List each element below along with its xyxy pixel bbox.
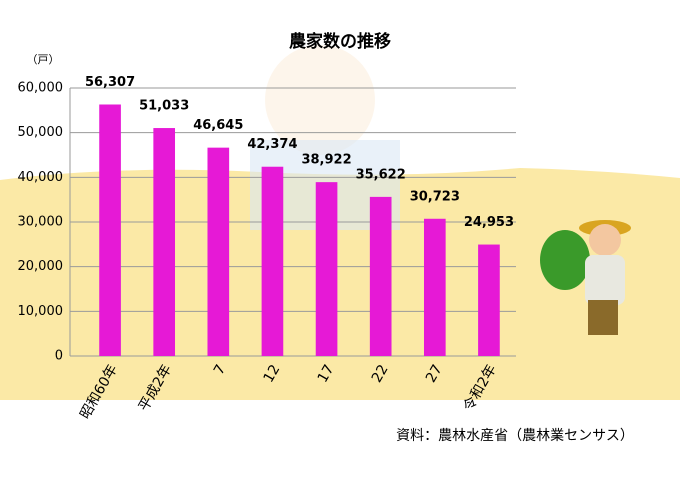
value-label: 30,723 — [410, 189, 460, 204]
y-tick-label: 0 — [55, 349, 63, 364]
bar — [478, 244, 500, 356]
x-tick-label: 17 — [315, 362, 338, 385]
value-label: 42,374 — [247, 137, 297, 152]
value-label: 24,953 — [464, 215, 514, 230]
bar — [99, 104, 121, 357]
value-label: 35,622 — [356, 167, 406, 182]
y-tick-label: 20,000 — [18, 259, 64, 274]
bar — [153, 128, 176, 356]
bar — [315, 182, 338, 356]
x-tick-label: 27 — [423, 362, 446, 385]
value-label: 46,645 — [193, 118, 243, 133]
bar — [369, 196, 392, 356]
bar — [423, 218, 446, 356]
y-tick-label: 60,000 — [18, 81, 64, 96]
y-tick-label: 40,000 — [18, 170, 64, 185]
chart-title: 農家数の推移 — [289, 31, 391, 52]
value-label: 38,922 — [301, 153, 351, 168]
bar — [261, 166, 284, 356]
y-tick-label: 10,000 — [18, 304, 64, 319]
scarecrow-head — [265, 45, 375, 155]
x-tick-label: 12 — [261, 362, 284, 385]
farmer — [540, 220, 631, 335]
y-tick-label: 50,000 — [18, 125, 64, 140]
bar — [207, 147, 230, 356]
value-label: 56,307 — [85, 75, 135, 90]
value-label: 51,033 — [139, 99, 189, 114]
x-tick-label: 22 — [369, 362, 392, 385]
source-note: 資料：農林水産省（農林業センサス） — [396, 428, 634, 444]
y-unit: （戸） — [27, 53, 60, 66]
y-tick-label: 30,000 — [18, 215, 64, 230]
